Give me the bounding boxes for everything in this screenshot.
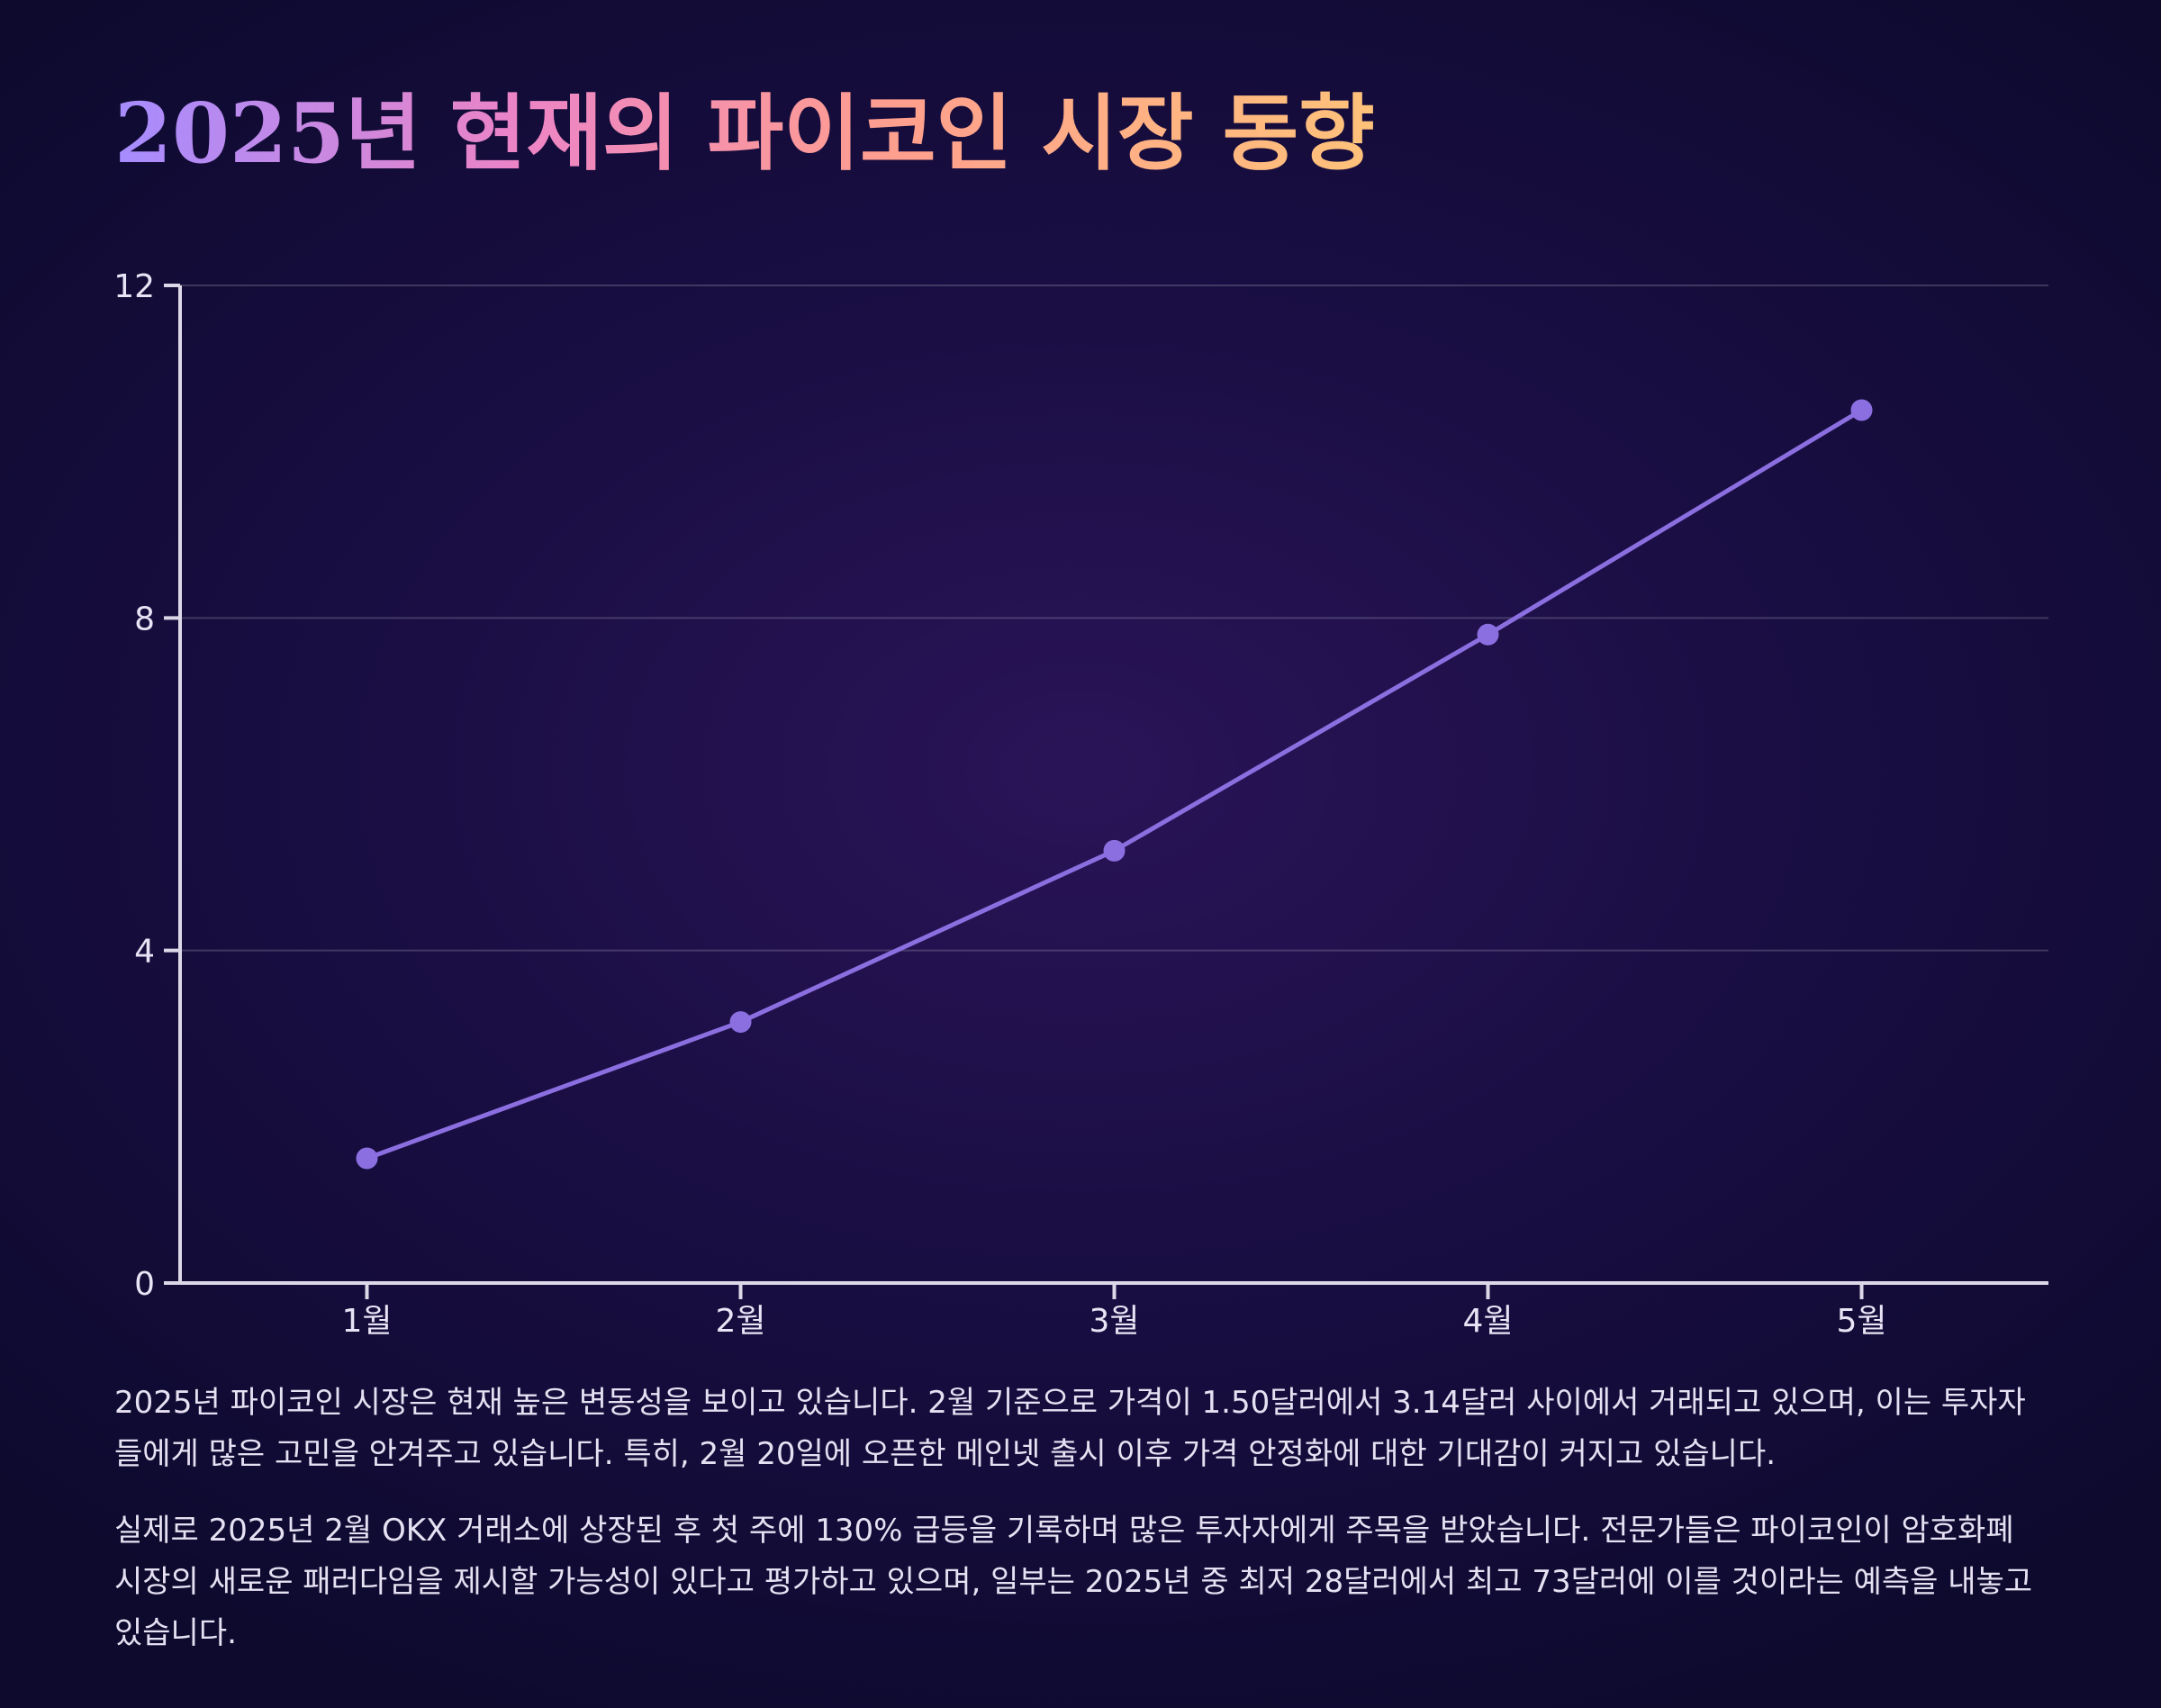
y-tick-label: 12: [113, 268, 155, 305]
data-point-4월: [1477, 623, 1499, 646]
description-paragraph-2: 실제로 2025년 2월 OKX 거래소에 상장된 후 첫 주에 130% 급등…: [114, 1513, 2033, 1651]
x-tick-label: 1월: [341, 1303, 392, 1340]
series-layer: [356, 399, 1873, 1170]
price-line-chart: 0 4 8 12 1월 2월 3월 4월 5월: [113, 268, 2048, 1340]
series-line-0: [365, 408, 1864, 1161]
axes: [164, 284, 2048, 1299]
description: 2025년 파이코인 시장은 현재 높은 변동성을 보이고 있습니다. 2월 기…: [114, 1378, 2041, 1685]
data-point-3월: [1103, 839, 1126, 862]
x-tick-label: 4월: [1462, 1303, 1513, 1340]
data-point-1월: [356, 1147, 378, 1170]
x-tick-label: 3월: [1089, 1303, 1139, 1340]
y-tick-label: 4: [134, 934, 155, 971]
tick-labels: 0 4 8 12 1월 2월 3월 4월 5월: [113, 268, 1886, 1340]
y-tick-label: 8: [134, 601, 155, 637]
x-tick-label: 2월: [715, 1303, 765, 1340]
y-tick-label: 0: [134, 1266, 155, 1303]
data-point-5월: [1850, 399, 1873, 421]
page-title: 2025년 현재의 파이코인 시장 동향: [114, 79, 1375, 187]
description-paragraph-1: 2025년 파이코인 시장은 현재 높은 변동성을 보이고 있습니다. 2월 기…: [114, 1385, 2026, 1472]
grid-lines: [180, 285, 2048, 952]
x-tick-label: 5월: [1836, 1303, 1886, 1340]
data-point-2월: [729, 1011, 752, 1034]
